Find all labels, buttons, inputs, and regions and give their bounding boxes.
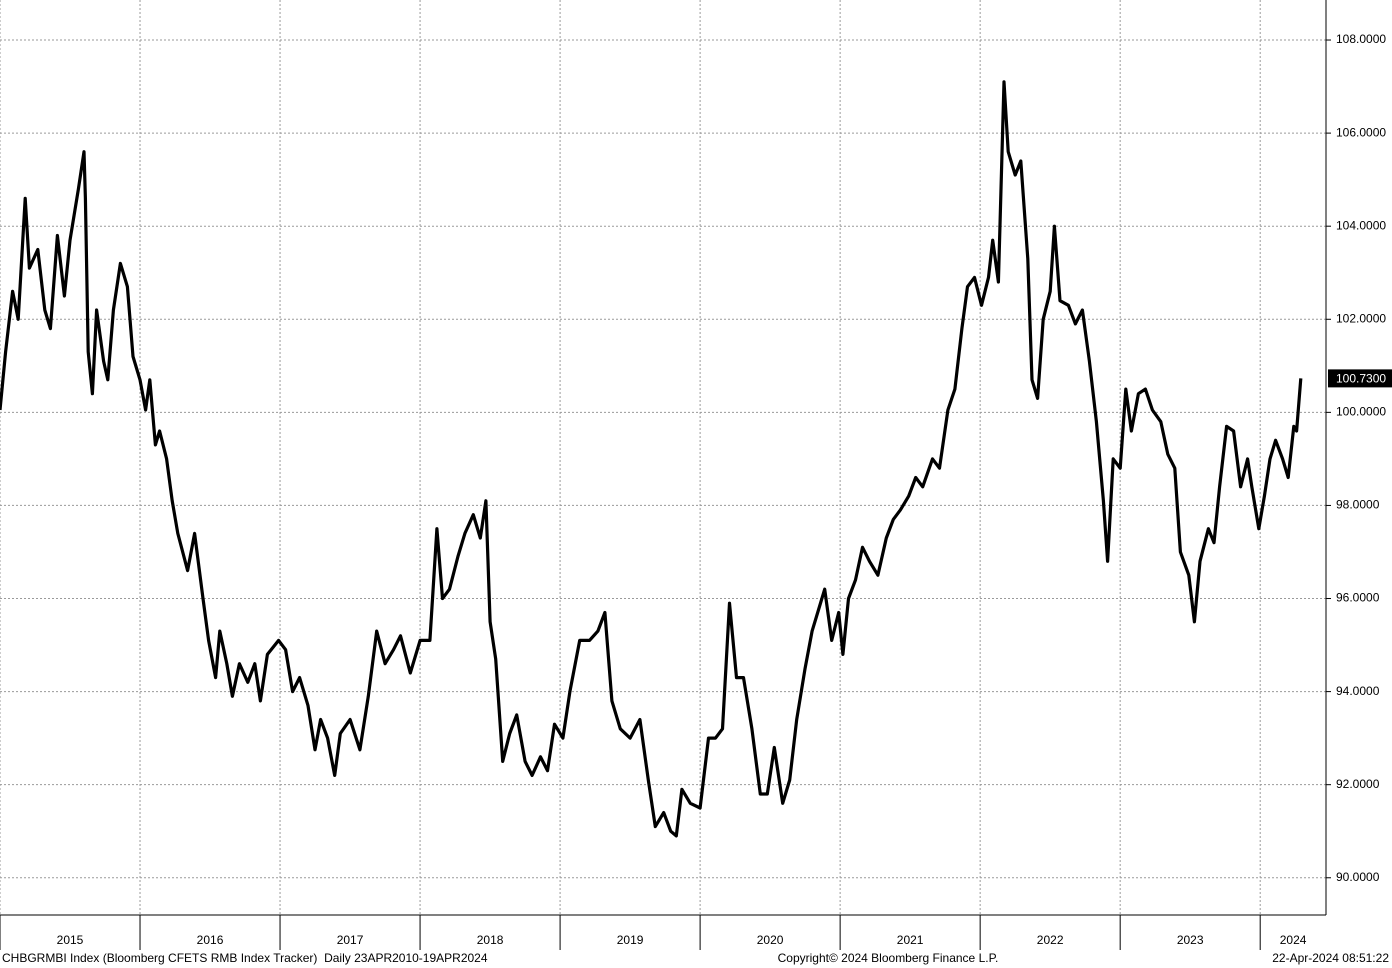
last-value-label: 100.7300	[1336, 372, 1386, 386]
x-tick-label: 2024	[1280, 933, 1307, 947]
y-tick-label: 90.0000	[1336, 870, 1380, 884]
x-tick-label: 2023	[1177, 933, 1204, 947]
x-tick-label: 2021	[897, 933, 924, 947]
y-tick-label: 108.0000	[1336, 32, 1386, 46]
y-tick-label: 106.0000	[1336, 125, 1386, 139]
last-value-box	[1328, 369, 1392, 388]
footer-timestamp: 22-Apr-2024 08:51:22	[1272, 951, 1389, 965]
y-tick-label: 98.0000	[1336, 498, 1380, 512]
y-tick-label: 96.0000	[1336, 591, 1380, 605]
x-tick-label: 2017	[337, 933, 364, 947]
y-tick-label: 102.0000	[1336, 311, 1386, 325]
y-tick-label: 92.0000	[1336, 777, 1380, 791]
x-tick-label: 2018	[477, 933, 504, 947]
x-tick-label: 2022	[1037, 933, 1064, 947]
x-tick-label: 2016	[197, 933, 224, 947]
x-tick-label: 2015	[57, 933, 84, 947]
y-tick-label: 94.0000	[1336, 684, 1380, 698]
x-tick-label: 2019	[617, 933, 644, 947]
footer-source: CHBGRMBI Index (Bloomberg CFETS RMB Inde…	[2, 951, 488, 965]
y-tick-label: 100.0000	[1336, 405, 1386, 419]
footer-copyright: Copyright© 2024 Bloomberg Finance L.P.	[778, 951, 999, 965]
x-tick-label: 2020	[757, 933, 784, 947]
y-tick-label: 104.0000	[1336, 218, 1386, 232]
line-series	[0, 80, 1303, 838]
